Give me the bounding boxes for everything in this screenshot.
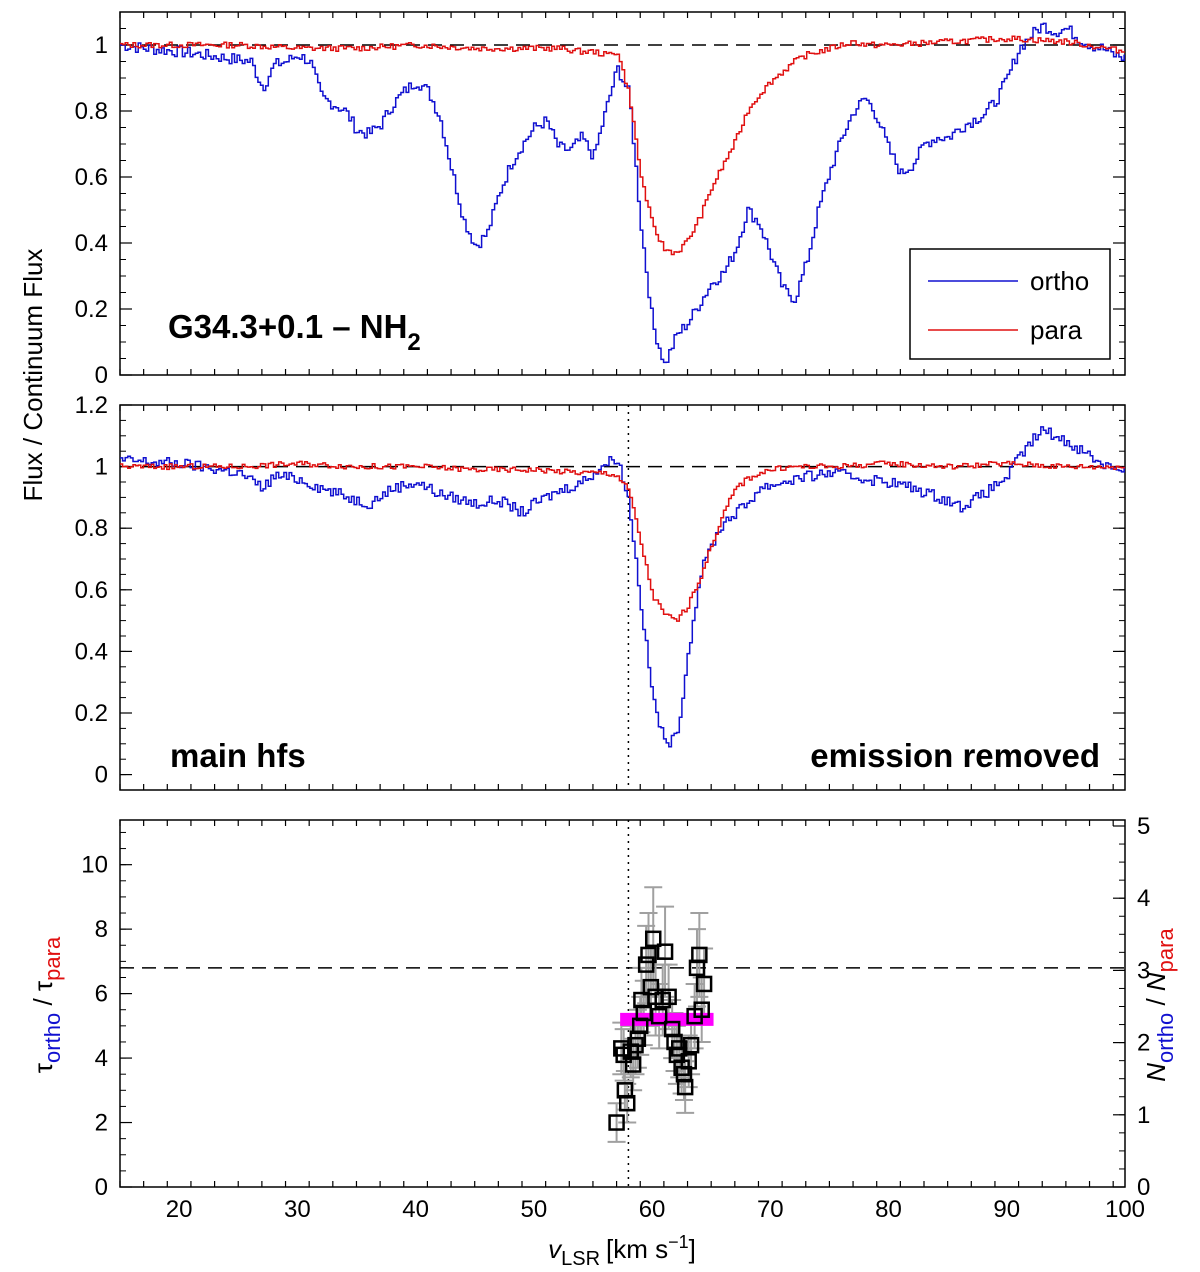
- y-tick-label: 0.2: [75, 296, 108, 323]
- plot-frame: [119, 404, 1126, 791]
- x-tick-label: 60: [639, 1196, 666, 1223]
- source-label-main: G34.3+0.1 – NH: [168, 308, 407, 345]
- y-tick-label: 6: [95, 981, 108, 1008]
- para-spectrum-line: [120, 35, 1125, 256]
- x-label-close: ]: [689, 1234, 696, 1264]
- ratio-data-point: [624, 1056, 642, 1073]
- ratio-data-point: [640, 946, 657, 964]
- shared-ylabel: Flux / Continuum Flux: [18, 249, 48, 502]
- y-tick-label: 0: [95, 762, 108, 789]
- tau-symbol-2: τ: [28, 980, 58, 991]
- y-tick-label: 0: [95, 362, 108, 389]
- main-hfs-label: main hfs: [170, 737, 306, 774]
- emission-removed-label: emission removed: [810, 737, 1100, 774]
- tau-para-sub: para: [40, 936, 65, 981]
- para-spectrum-line: [120, 460, 1125, 622]
- ratio-data-point: [618, 1094, 636, 1112]
- x-label-sub: LSR: [561, 1248, 600, 1270]
- x-tick-label: 50: [520, 1196, 547, 1223]
- ratio-data-point: [660, 988, 677, 1006]
- right-y-tick-label: 5: [1137, 813, 1150, 840]
- ratio-data-point: [693, 1001, 710, 1018]
- panel-top: 0 0.2 0.4 0.6 0.8 1: [75, 11, 1126, 389]
- y-tick-label: 0.2: [75, 700, 108, 727]
- ratio-tau-ylabel: τortho / τpara: [28, 936, 65, 1073]
- right-y-tick-label: 3: [1137, 957, 1150, 984]
- y-tick-label: 8: [95, 916, 108, 943]
- x-axis-label: vLSR [km s−1]: [548, 1232, 696, 1270]
- x-label-sup: −1: [668, 1232, 689, 1252]
- ratio-data-point: [642, 978, 660, 996]
- x-tick-label: 80: [875, 1196, 902, 1223]
- panel-middle: 0 0.2 0.4 0.6 0.8 1 1.2: [75, 392, 1126, 791]
- x-tick-label: 100: [1105, 1196, 1145, 1223]
- ratio-data-point: [650, 1007, 668, 1025]
- plot-frame: [119, 819, 1126, 1188]
- ratio-data-point: [691, 946, 708, 964]
- y-tick-label: 0.8: [75, 515, 108, 542]
- legend: ortho para: [909, 248, 1111, 360]
- ratio-data-point: [608, 1114, 625, 1131]
- legend-para-label: para: [1030, 315, 1083, 345]
- ratio-data-point: [680, 1053, 697, 1070]
- y-tick-label: 0.8: [75, 98, 108, 125]
- ortho-spectrum-line: [120, 22, 1125, 364]
- ratio-data-point: [644, 930, 662, 948]
- source-label: G34.3+0.1 – NH2: [168, 308, 421, 356]
- x-label-v: v: [548, 1234, 563, 1264]
- source-label-sub: 2: [407, 329, 420, 356]
- tau-ortho-sub: ortho: [40, 1013, 65, 1063]
- n-symbol: N: [1141, 1063, 1171, 1082]
- legend-ortho-label: ortho: [1030, 266, 1089, 296]
- x-tick-label: 20: [166, 1196, 193, 1223]
- ratio-data-point: [671, 1040, 688, 1057]
- ratio-data-point: [695, 975, 713, 993]
- ortho-spectrum-line: [120, 426, 1125, 748]
- ratio-data-point: [682, 1036, 700, 1054]
- x-label-unit: [km s: [606, 1234, 668, 1264]
- y-tick-label: 1.2: [75, 392, 108, 419]
- legend-box: [909, 248, 1111, 360]
- y-tick-label: 10: [81, 852, 108, 879]
- x-tick-label: 70: [757, 1196, 784, 1223]
- tau-slash: /: [28, 991, 58, 1013]
- y-tick-label: 1: [95, 454, 108, 481]
- ratio-n-ylabel: Northo / Npara: [1141, 928, 1178, 1082]
- n-symbol-2: N: [1141, 972, 1171, 991]
- n-slash: /: [1141, 991, 1171, 1013]
- x-tick-label: 40: [402, 1196, 429, 1223]
- ratio-data-point: [637, 956, 655, 973]
- n-ortho-sub: ortho: [1153, 1013, 1178, 1063]
- n-para-sub: para: [1153, 928, 1178, 973]
- x-tick-label: 30: [284, 1196, 311, 1223]
- ratio-data-point: [635, 1004, 653, 1022]
- right-y-tick-label: 0: [1137, 1174, 1150, 1201]
- y-tick-label: 4: [95, 1045, 108, 1072]
- right-y-tick-label: 4: [1137, 885, 1150, 912]
- x-tick-label: 90: [993, 1196, 1020, 1223]
- y-tick-label: 2: [95, 1110, 108, 1137]
- y-tick-label: 0.4: [75, 230, 108, 257]
- ratio-data-point: [656, 943, 674, 960]
- y-tick-label: 0.6: [75, 577, 108, 604]
- ratio-data-point: [676, 1078, 694, 1096]
- y-tick-label: 1: [95, 32, 108, 59]
- right-y-tick-label: 1: [1137, 1102, 1150, 1129]
- right-y-tick-label: 2: [1137, 1030, 1150, 1057]
- tau-symbol: τ: [28, 1062, 58, 1073]
- y-tick-label: 0.6: [75, 164, 108, 191]
- y-tick-label: 0: [95, 1174, 108, 1201]
- y-tick-label: 0.4: [75, 638, 108, 665]
